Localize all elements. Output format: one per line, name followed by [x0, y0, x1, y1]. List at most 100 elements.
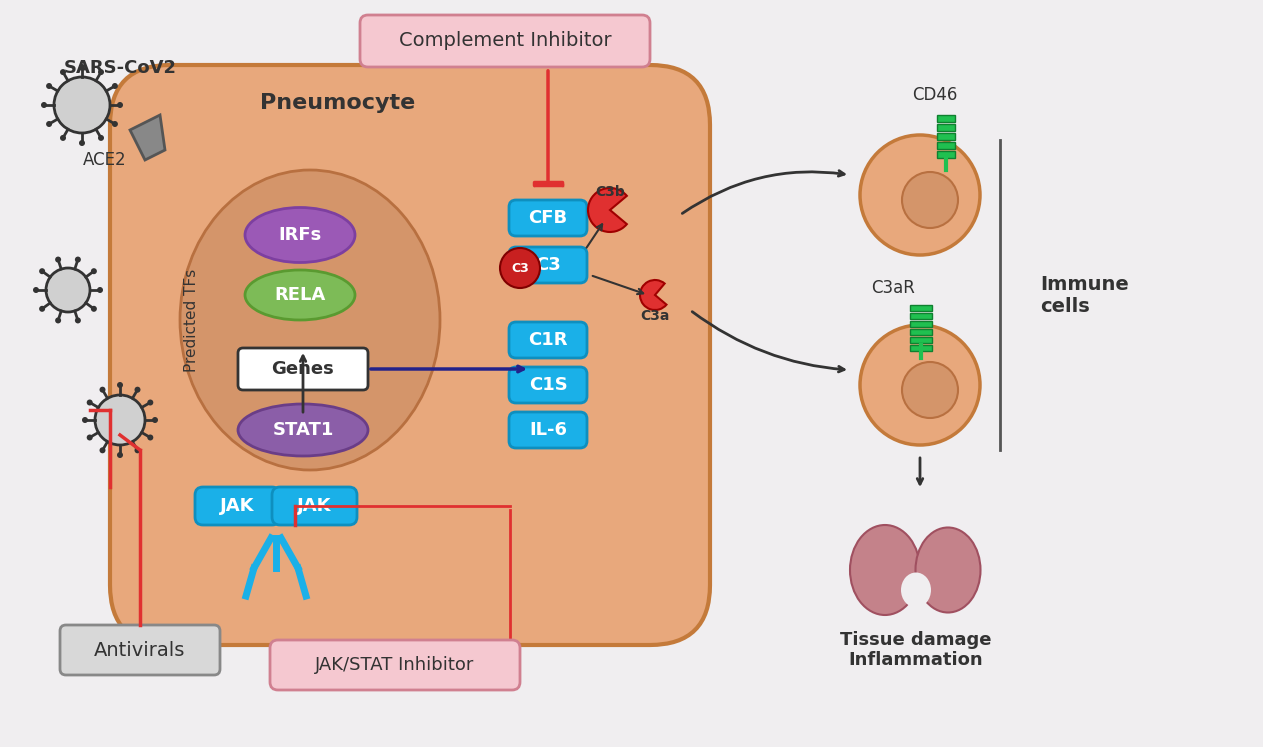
Circle shape — [902, 362, 959, 418]
Circle shape — [134, 387, 140, 393]
Text: ACE2: ACE2 — [83, 151, 126, 169]
Text: Genes: Genes — [272, 360, 335, 378]
Text: CFB: CFB — [528, 209, 567, 227]
Text: C1R: C1R — [528, 331, 568, 349]
Text: Tissue damage
Inflammation: Tissue damage Inflammation — [840, 630, 991, 669]
Ellipse shape — [245, 208, 355, 262]
Circle shape — [134, 447, 140, 453]
Circle shape — [80, 140, 85, 146]
FancyBboxPatch shape — [509, 412, 587, 448]
Text: C3: C3 — [536, 256, 561, 274]
Ellipse shape — [916, 527, 980, 613]
Bar — [937, 151, 955, 158]
Circle shape — [902, 172, 959, 228]
Text: SARS-CoV2: SARS-CoV2 — [63, 59, 177, 77]
Circle shape — [117, 102, 123, 108]
Circle shape — [87, 400, 92, 406]
Bar — [937, 115, 955, 122]
FancyBboxPatch shape — [195, 487, 280, 525]
Circle shape — [100, 387, 106, 393]
FancyBboxPatch shape — [509, 200, 587, 236]
Bar — [937, 124, 955, 131]
Circle shape — [95, 395, 145, 445]
Text: C3a: C3a — [640, 309, 669, 323]
Circle shape — [75, 256, 81, 262]
Ellipse shape — [901, 572, 931, 607]
FancyBboxPatch shape — [509, 367, 587, 403]
Circle shape — [80, 64, 85, 70]
Circle shape — [112, 121, 117, 127]
Ellipse shape — [237, 404, 368, 456]
FancyBboxPatch shape — [509, 322, 587, 358]
FancyBboxPatch shape — [61, 625, 220, 675]
Circle shape — [99, 135, 104, 141]
Circle shape — [100, 447, 106, 453]
Text: Pneumocyte: Pneumocyte — [260, 93, 416, 113]
Text: Predicted TFs: Predicted TFs — [184, 268, 200, 371]
Circle shape — [860, 325, 980, 445]
Text: Antivirals: Antivirals — [95, 640, 186, 660]
Bar — [911, 321, 932, 327]
Circle shape — [860, 135, 980, 255]
Circle shape — [40, 102, 47, 108]
Circle shape — [97, 287, 104, 293]
Circle shape — [82, 417, 88, 423]
Wedge shape — [589, 188, 626, 232]
Text: JAK/STAT Inhibitor: JAK/STAT Inhibitor — [316, 656, 475, 674]
Polygon shape — [130, 115, 165, 160]
Text: C3aR: C3aR — [871, 279, 914, 297]
Circle shape — [75, 317, 81, 323]
Ellipse shape — [850, 525, 919, 615]
Bar — [911, 329, 932, 335]
FancyBboxPatch shape — [272, 487, 357, 525]
Circle shape — [45, 268, 90, 312]
Text: JAK: JAK — [297, 497, 332, 515]
Bar — [937, 142, 955, 149]
Text: C3: C3 — [512, 261, 529, 274]
Text: C3b: C3b — [595, 185, 625, 199]
FancyBboxPatch shape — [270, 640, 520, 690]
Text: Immune
cells: Immune cells — [1039, 274, 1129, 315]
Text: IL-6: IL-6 — [529, 421, 567, 439]
Circle shape — [39, 306, 45, 311]
FancyBboxPatch shape — [237, 348, 368, 390]
FancyBboxPatch shape — [360, 15, 650, 67]
Text: CD46: CD46 — [912, 86, 957, 104]
Text: IRFs: IRFs — [278, 226, 322, 244]
Circle shape — [56, 256, 61, 262]
Circle shape — [91, 306, 97, 311]
FancyBboxPatch shape — [509, 247, 587, 283]
Circle shape — [148, 435, 153, 441]
Text: STAT1: STAT1 — [273, 421, 333, 439]
Circle shape — [56, 317, 61, 323]
Ellipse shape — [245, 270, 355, 320]
Text: RELA: RELA — [274, 286, 326, 304]
Circle shape — [91, 268, 97, 274]
Circle shape — [112, 83, 117, 89]
Bar — [911, 337, 932, 343]
Circle shape — [148, 400, 153, 406]
Circle shape — [87, 435, 92, 441]
Circle shape — [45, 121, 52, 127]
Circle shape — [33, 287, 39, 293]
Bar — [937, 133, 955, 140]
Circle shape — [61, 135, 66, 141]
Text: C1S: C1S — [529, 376, 567, 394]
Circle shape — [54, 77, 110, 133]
Circle shape — [61, 69, 66, 75]
Circle shape — [117, 452, 123, 458]
Circle shape — [117, 382, 123, 388]
Circle shape — [39, 268, 45, 274]
Bar — [911, 345, 932, 351]
Ellipse shape — [181, 170, 440, 470]
Text: JAK: JAK — [220, 497, 255, 515]
Circle shape — [99, 69, 104, 75]
Circle shape — [500, 248, 541, 288]
Bar — [911, 313, 932, 319]
Bar — [911, 305, 932, 311]
FancyBboxPatch shape — [110, 65, 710, 645]
Circle shape — [45, 83, 52, 89]
Circle shape — [152, 417, 158, 423]
Wedge shape — [640, 280, 667, 310]
Text: Complement Inhibitor: Complement Inhibitor — [399, 31, 611, 51]
